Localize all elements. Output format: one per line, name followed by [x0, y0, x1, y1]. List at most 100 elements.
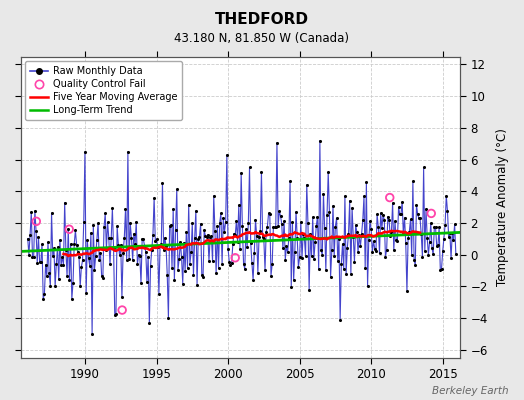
Point — [79, 257, 87, 264]
Point — [336, 316, 344, 323]
Point — [409, 178, 417, 185]
Point — [429, 251, 438, 258]
Point — [368, 249, 377, 255]
Point — [105, 235, 113, 242]
Point — [44, 239, 52, 246]
Point — [427, 220, 435, 226]
Point — [301, 252, 310, 259]
Point — [256, 228, 265, 234]
Point — [278, 220, 286, 227]
Point — [421, 248, 429, 254]
Point — [337, 260, 345, 267]
Point — [266, 211, 274, 217]
Point — [194, 236, 202, 242]
Point — [46, 283, 54, 289]
Point — [77, 264, 85, 270]
Point — [133, 261, 141, 267]
Point — [292, 209, 300, 215]
Point — [76, 283, 84, 290]
Point — [357, 230, 366, 237]
Point — [312, 223, 321, 229]
Point — [177, 254, 185, 260]
Point — [267, 272, 275, 279]
Point — [124, 148, 132, 155]
Point — [299, 230, 308, 237]
Point — [297, 219, 305, 225]
Point — [67, 241, 75, 247]
Point — [244, 220, 253, 227]
Point — [233, 238, 242, 245]
Point — [63, 273, 71, 280]
Point — [325, 209, 334, 215]
Point — [89, 222, 97, 228]
Point — [31, 208, 39, 214]
Point — [276, 213, 285, 219]
Point — [82, 290, 90, 296]
Point — [181, 268, 189, 274]
Point — [379, 212, 387, 218]
Point — [434, 242, 442, 248]
Point — [42, 273, 51, 279]
Point — [29, 254, 38, 260]
Point — [352, 222, 360, 228]
Point — [157, 241, 166, 247]
Point — [350, 259, 358, 265]
Point — [90, 266, 99, 273]
Point — [306, 231, 314, 237]
Point — [41, 262, 50, 268]
Point — [252, 216, 260, 223]
Point — [81, 148, 89, 155]
Point — [119, 249, 127, 256]
Point — [174, 266, 182, 273]
Point — [201, 233, 210, 239]
Point — [388, 200, 397, 206]
Point — [347, 270, 355, 277]
Point — [37, 259, 45, 266]
Point — [294, 264, 302, 270]
Point — [341, 193, 349, 199]
Point — [50, 245, 58, 252]
Point — [185, 261, 194, 267]
Point — [268, 261, 276, 268]
Point — [363, 283, 372, 289]
Point — [326, 273, 335, 280]
Point — [58, 254, 67, 260]
Point — [373, 211, 381, 218]
Point — [334, 258, 342, 264]
Point — [126, 220, 135, 227]
Point — [372, 248, 380, 254]
Point — [155, 291, 163, 297]
Point — [231, 232, 239, 238]
Point — [118, 294, 126, 301]
Point — [195, 234, 204, 240]
Point — [188, 220, 196, 226]
Point — [219, 215, 227, 222]
Point — [356, 243, 365, 250]
Point — [261, 267, 269, 273]
Point — [248, 260, 256, 266]
Point — [291, 248, 299, 255]
Point — [28, 254, 37, 260]
Point — [443, 208, 452, 214]
Text: THEDFORD: THEDFORD — [215, 12, 309, 27]
Point — [237, 170, 245, 176]
Point — [167, 222, 175, 228]
Point — [241, 266, 249, 272]
Point — [399, 231, 408, 238]
Point — [106, 261, 114, 267]
Point — [223, 152, 231, 158]
Point — [378, 225, 386, 231]
Point — [198, 272, 206, 278]
Point — [444, 234, 453, 240]
Point — [416, 215, 424, 222]
Point — [40, 291, 49, 297]
Point — [162, 243, 170, 249]
Point — [226, 262, 235, 268]
Point — [448, 230, 456, 236]
Point — [287, 284, 296, 290]
Point — [60, 199, 69, 206]
Point — [149, 232, 157, 239]
Point — [212, 270, 220, 276]
Point — [123, 257, 131, 263]
Point — [308, 252, 316, 259]
